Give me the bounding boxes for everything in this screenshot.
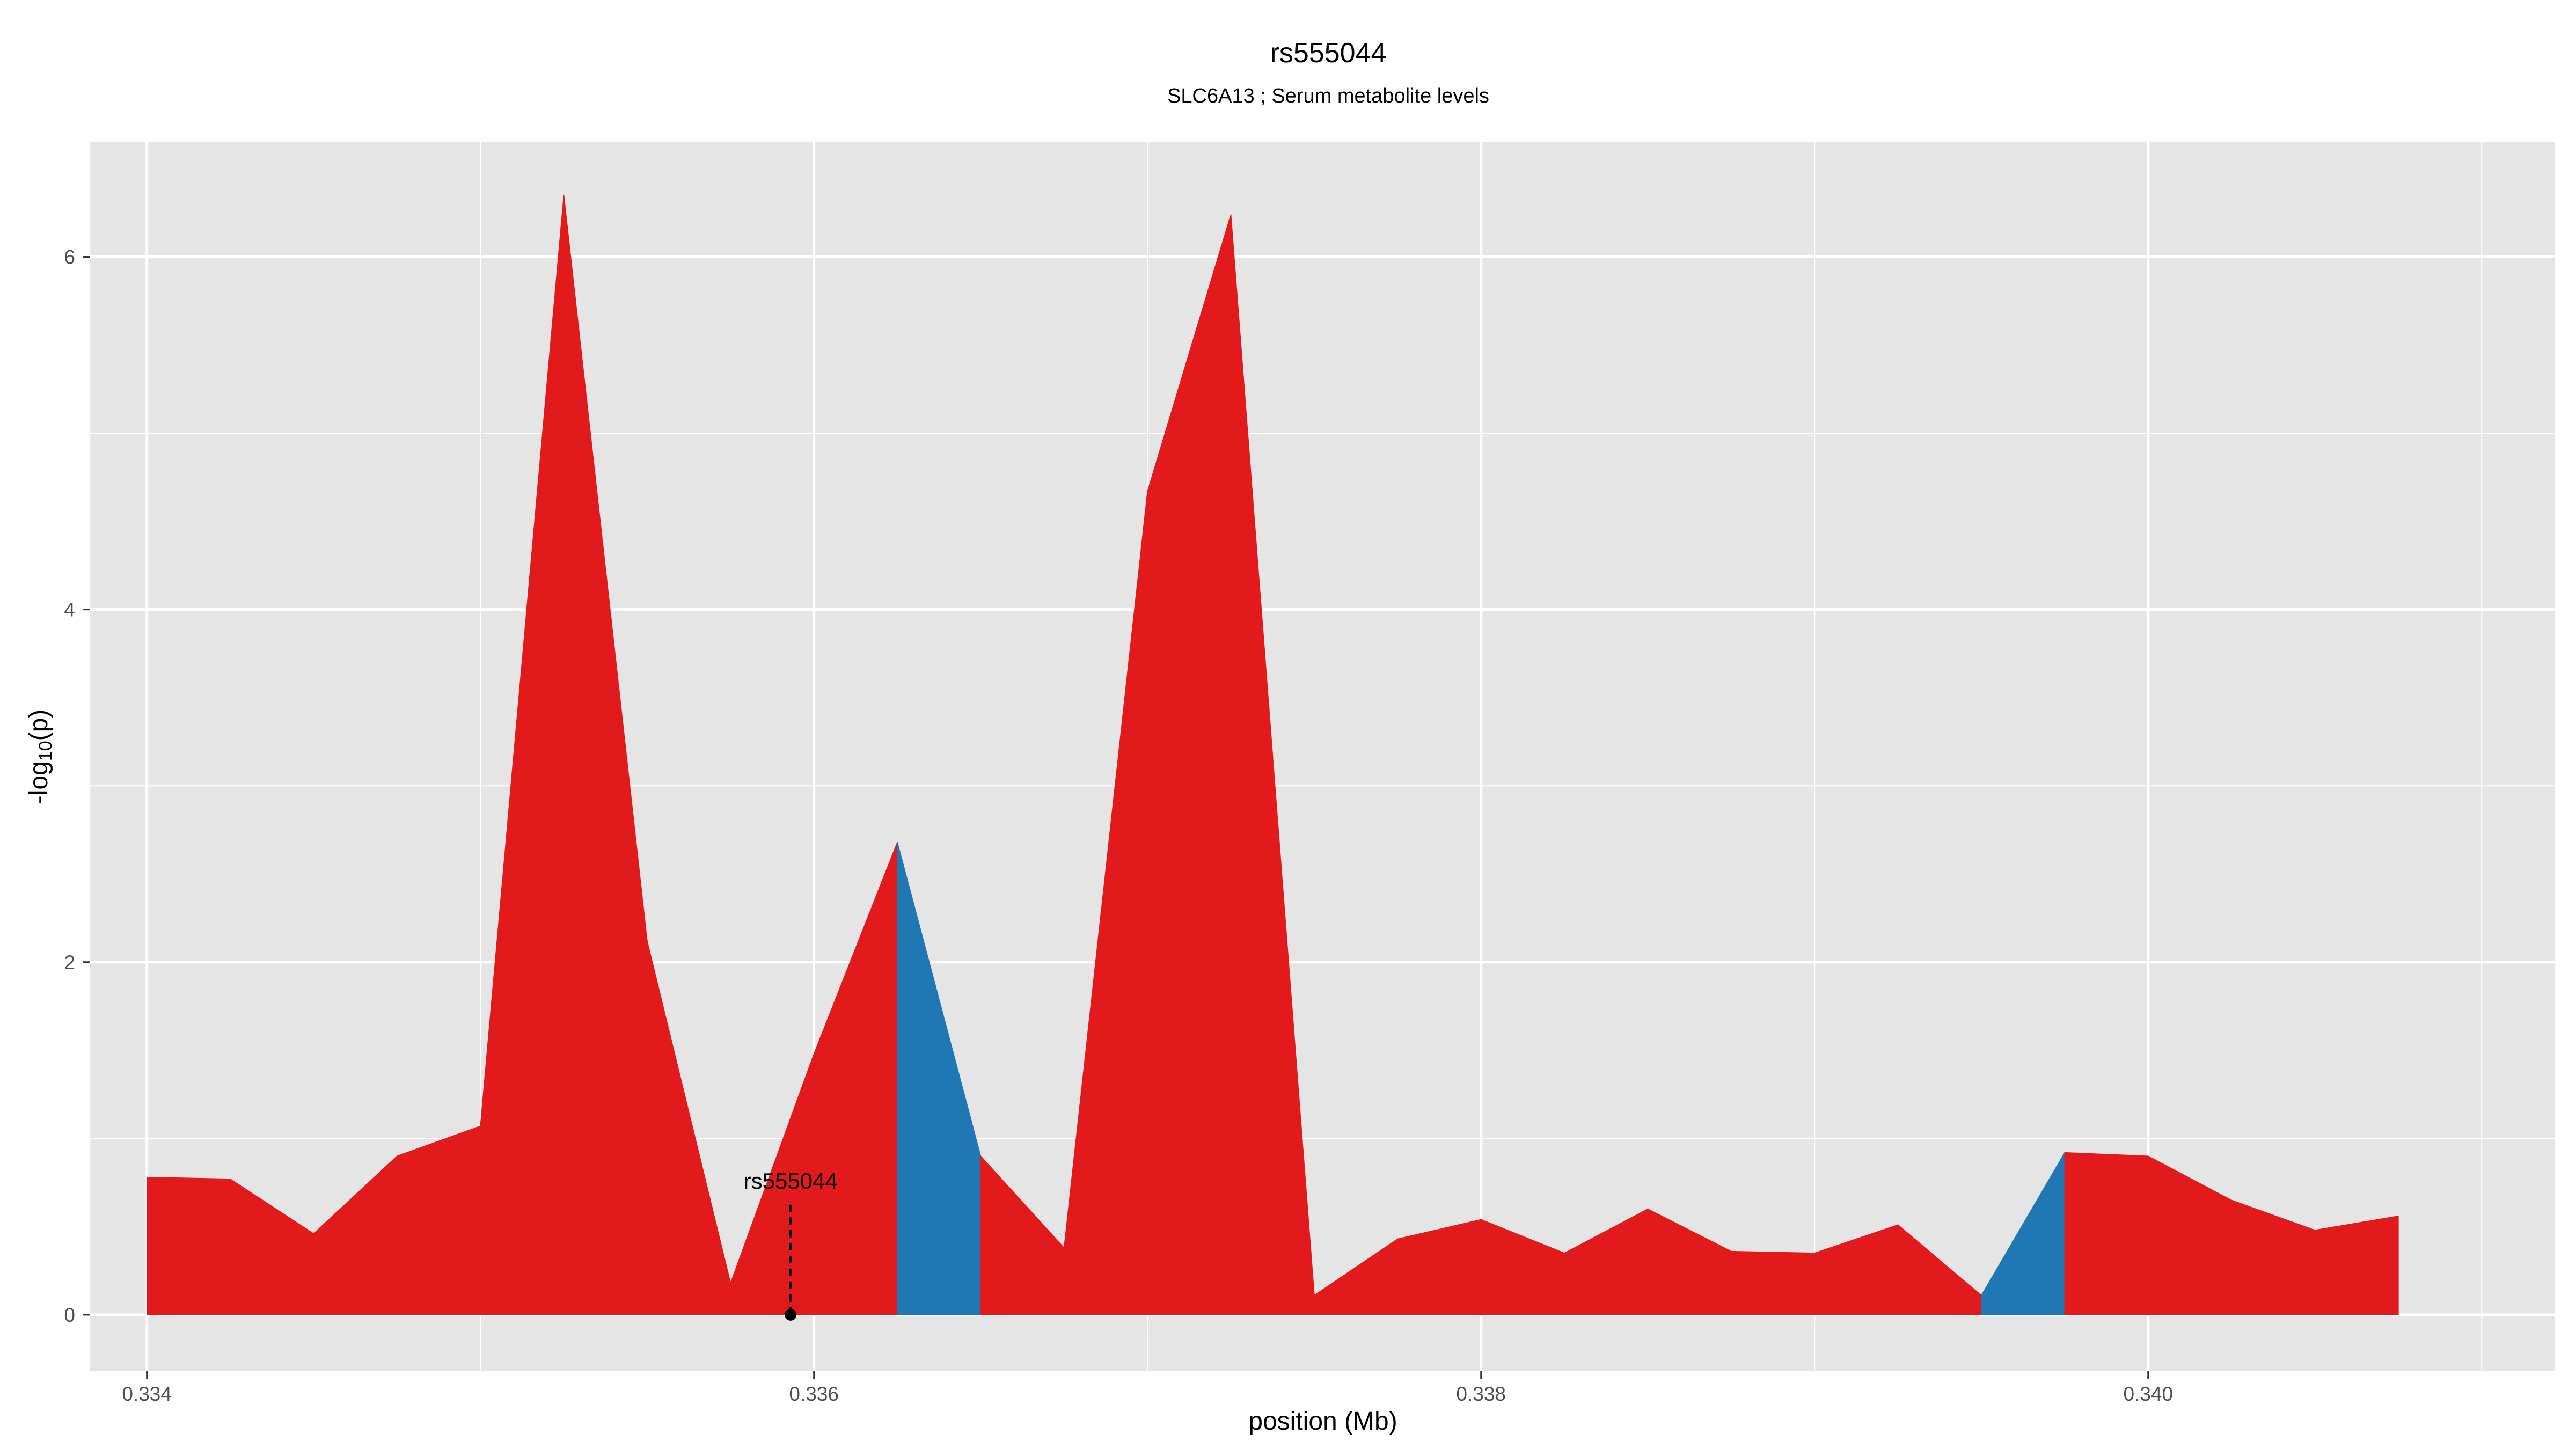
y-axis-title-tail: (p) [25,709,53,741]
x-axis-tick-label: 0.334 [122,1383,172,1405]
annotation-group: rs555044 [744,1168,838,1321]
x-axis-tick-label: 0.336 [789,1383,839,1405]
y-axis-tick-label: 2 [64,952,75,974]
y-axis-title-subscript: 10 [35,741,56,761]
area-segment-positive [397,1125,481,1315]
chart-title: rs555044 [1270,38,1387,69]
annotation-label: rs555044 [744,1168,838,1194]
x-axis-tick-label: 0.338 [1456,1383,1506,1405]
y-axis-title-main: -log [25,761,53,804]
y-axis-tick-label: 6 [64,246,75,268]
annotation-point [785,1308,797,1321]
area-segment-positive [146,1176,231,1315]
y-axis-tick-label: 4 [64,599,75,621]
x-axis-title: position (Mb) [1248,1407,1397,1436]
area-segment-positive [1731,1250,1815,1315]
chart-subtitle: SLC6A13 ; Serum metabolite levels [1167,85,1489,107]
y-axis-title: -log10(p) [25,709,56,804]
area-segment-positive [2064,1152,2149,1315]
area-segment-positive [2314,1216,2399,1315]
axes: 0.334 0.336 0.338 0.340 0 2 4 6 [64,246,2173,1405]
area-series [146,195,2399,1315]
y-axis-tick-label: 0 [64,1304,75,1326]
x-axis-tick-label: 0.340 [2123,1383,2173,1405]
